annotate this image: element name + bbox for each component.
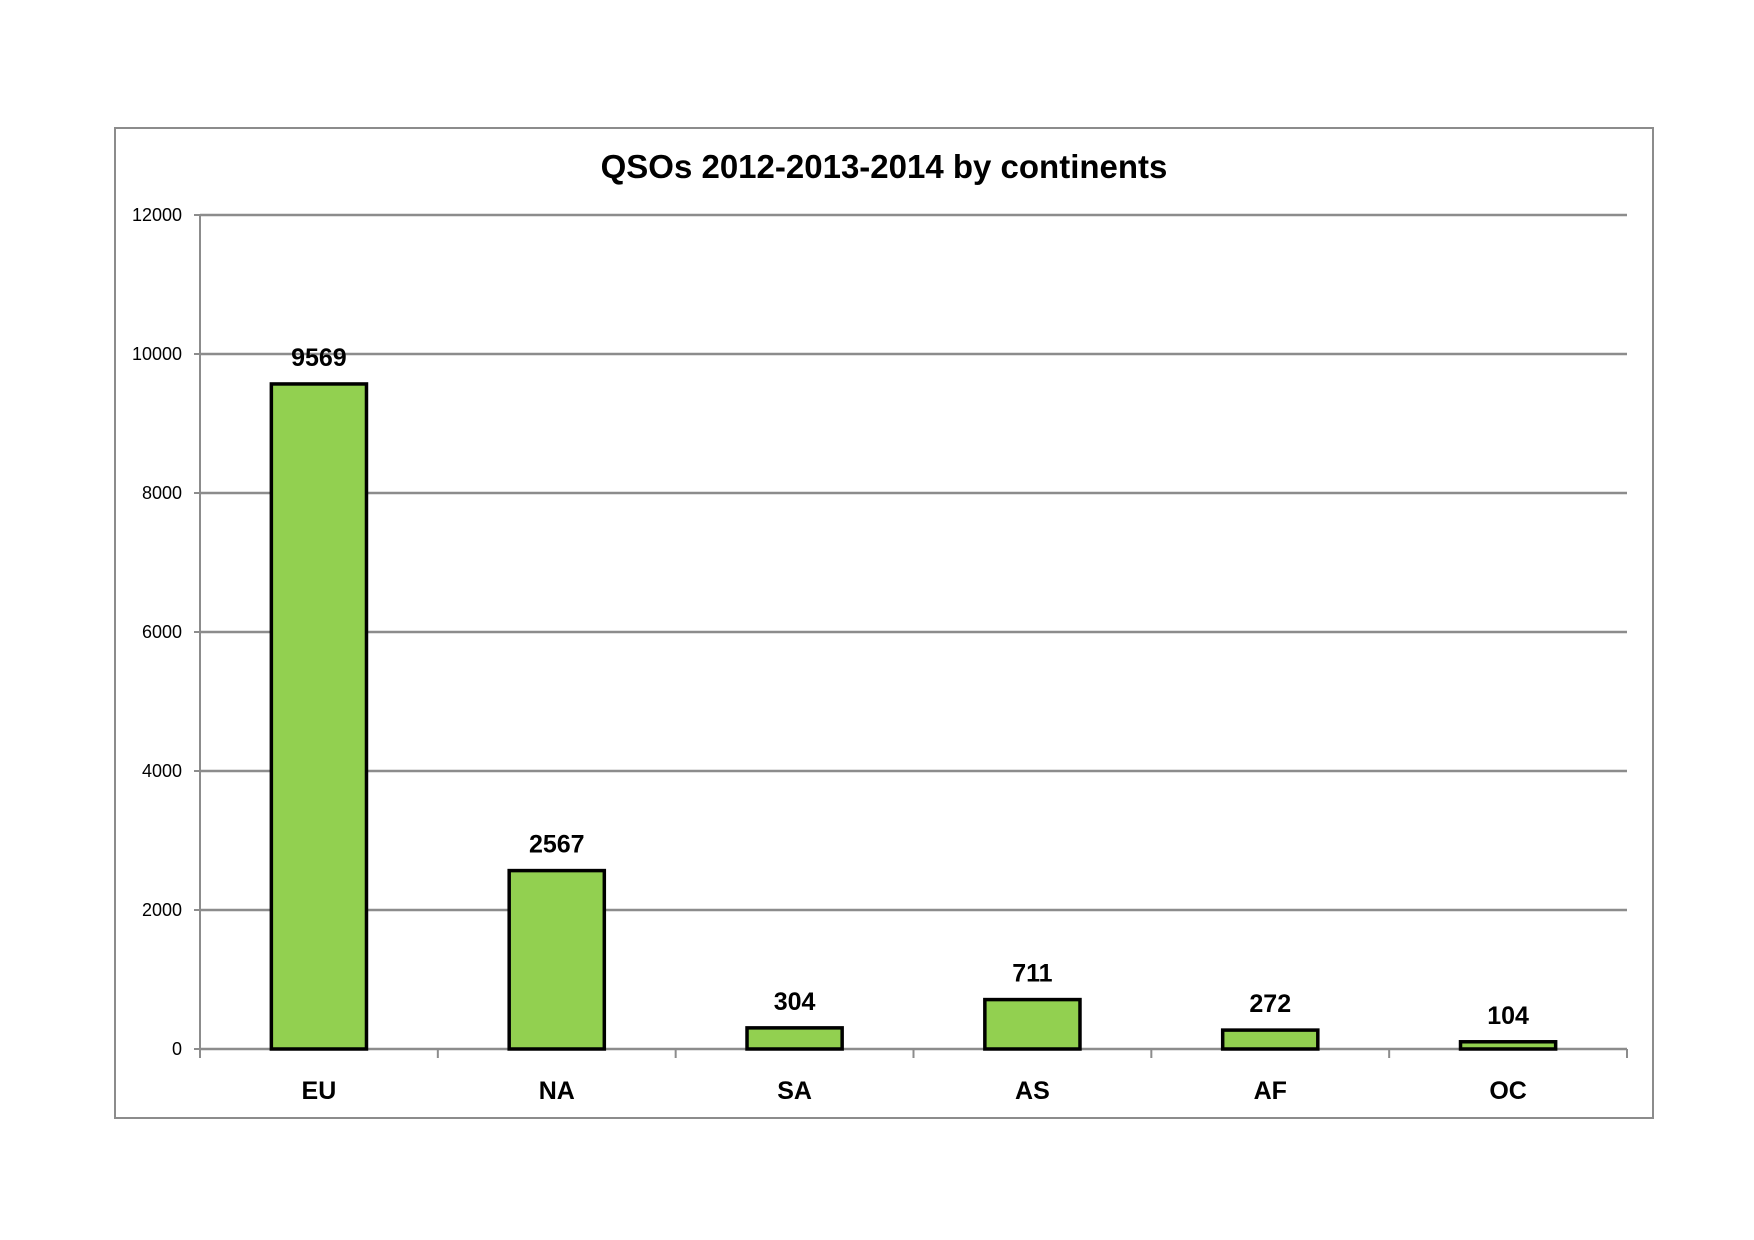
x-tick-label-oc: OC: [1489, 1077, 1527, 1105]
data-label-af: 272: [1249, 990, 1291, 1018]
x-tick-label-sa: SA: [777, 1077, 812, 1105]
x-axis-tick-labels: EU NA SA AS AF OC: [302, 1077, 1527, 1105]
y-tick-label: 0: [172, 1039, 182, 1059]
y-tick-label: 2000: [142, 900, 182, 920]
y-tick-label: 12000: [132, 205, 182, 225]
y-tick-label: 6000: [142, 622, 182, 642]
data-label-as: 711: [1012, 960, 1052, 988]
chart-title: QSOs 2012-2013-2014 by continents: [601, 148, 1168, 185]
gridlines: [200, 213, 1627, 912]
data-label-na: 2567: [529, 831, 585, 859]
x-tick-label-af: AF: [1254, 1077, 1287, 1105]
y-tick-label: 8000: [142, 483, 182, 503]
axes: [194, 214, 1628, 1058]
bar-sa: [745, 1026, 844, 1051]
bar-as: [983, 997, 1082, 1051]
data-label-sa: 304: [774, 988, 816, 1016]
x-tick-label-na: NA: [539, 1077, 575, 1105]
bars: [269, 382, 1558, 1051]
bar-na: [507, 868, 607, 1051]
data-label-oc: 104: [1487, 1002, 1529, 1030]
chart-frame: [114, 127, 1654, 1119]
y-tick-label: 4000: [142, 761, 182, 781]
y-tick-label: 10000: [132, 344, 182, 364]
bar-eu: [269, 382, 369, 1051]
x-tick-label-as: AS: [1015, 1077, 1050, 1105]
bar-af: [1220, 1028, 1320, 1051]
x-tick-label-eu: EU: [302, 1077, 337, 1105]
data-labels: 9569 2567 304 711 272 104: [291, 344, 1529, 1030]
bar-oc: [1458, 1040, 1558, 1051]
data-label-eu: 9569: [291, 344, 347, 372]
y-axis-tick-labels: 0 2000 4000 6000 8000 10000 12000: [132, 205, 182, 1059]
